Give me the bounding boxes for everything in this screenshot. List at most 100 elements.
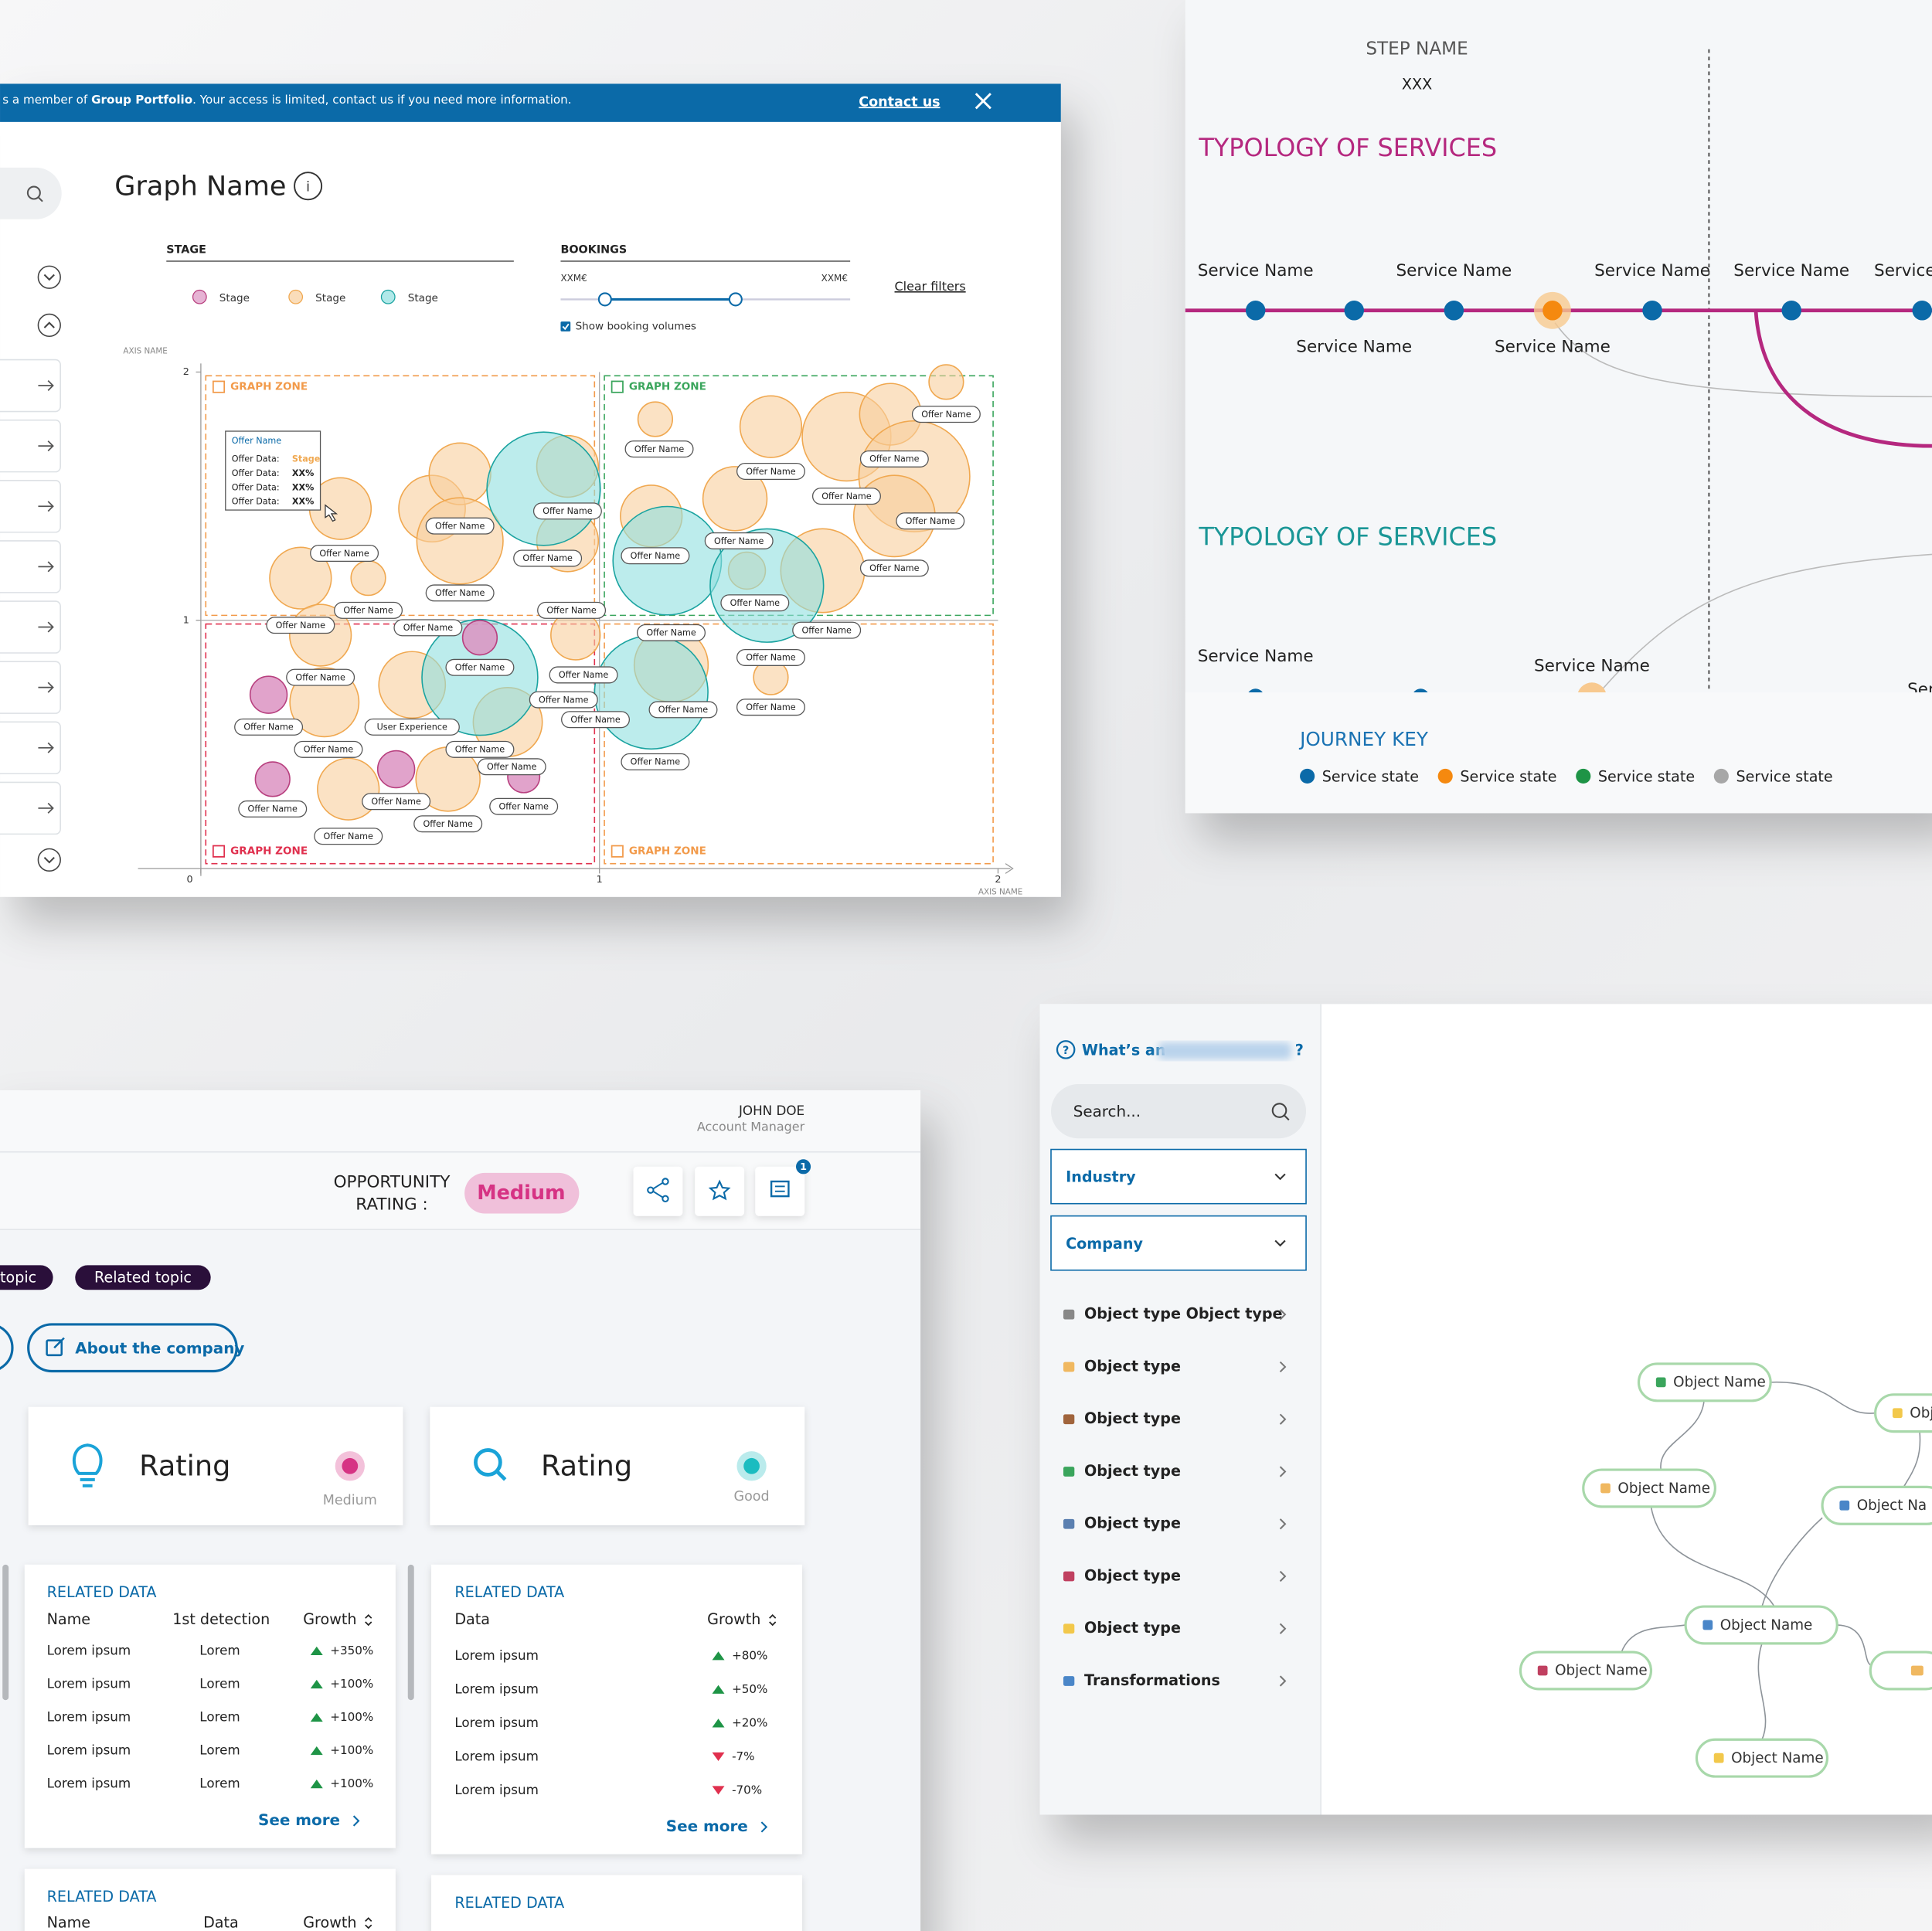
bubble[interactable] (350, 560, 386, 597)
type-label[interactable]: Object type (1084, 1409, 1181, 1427)
map-node[interactable] (1695, 1738, 1829, 1778)
action-button[interactable] (695, 1166, 745, 1216)
nav-item[interactable] (0, 540, 61, 593)
checkbox[interactable] (560, 321, 571, 331)
offer-label-pill[interactable] (648, 701, 718, 719)
nav-item[interactable] (0, 661, 61, 714)
map-node[interactable] (1869, 1651, 1932, 1691)
map-node[interactable] (1821, 1485, 1932, 1525)
see-more[interactable]: See more (258, 1811, 340, 1829)
type-label[interactable]: Object type (1084, 1619, 1181, 1637)
offer-label-pill[interactable] (532, 502, 602, 520)
offer-label-pill[interactable] (859, 559, 929, 577)
bubble[interactable] (376, 750, 416, 789)
offer-label-pill[interactable] (529, 691, 598, 709)
offer-label-pill[interactable] (561, 711, 631, 729)
offer-label-pill[interactable] (238, 800, 308, 818)
type-label[interactable]: Object type (1084, 1357, 1181, 1375)
offer-label-pill[interactable] (266, 617, 335, 634)
offer-label-pill[interactable] (621, 547, 690, 565)
stage-legend-swatch[interactable] (380, 289, 396, 304)
offer-label-pill[interactable] (425, 584, 495, 602)
service-dot[interactable] (1642, 301, 1662, 321)
close-button[interactable] (975, 93, 992, 110)
help-link[interactable]: What’s an (1082, 1041, 1166, 1059)
service-dot[interactable] (1344, 301, 1364, 321)
bubble[interactable] (421, 618, 539, 736)
clear-filters[interactable]: Clear filters (895, 279, 966, 294)
see-more[interactable]: See more (666, 1817, 748, 1835)
offer-label-pill[interactable] (334, 601, 403, 619)
offer-label-pill[interactable] (624, 440, 694, 458)
map-node[interactable] (1519, 1651, 1653, 1691)
stage-legend-swatch[interactable] (192, 289, 207, 304)
offer-label-pill[interactable] (445, 658, 515, 676)
offer-label-pill[interactable] (537, 601, 607, 619)
action-button[interactable] (633, 1166, 683, 1216)
offer-label-pill[interactable] (859, 450, 929, 467)
offer-label-pill[interactable] (310, 545, 379, 563)
service-dot[interactable] (1543, 301, 1563, 321)
topic-tag[interactable] (0, 1265, 53, 1290)
service-dot[interactable] (1444, 301, 1464, 321)
offer-label-pill[interactable] (425, 517, 495, 535)
toggle-button[interactable] (37, 265, 61, 289)
offer-label-pill[interactable] (513, 549, 583, 567)
type-label[interactable]: Transformations (1084, 1671, 1220, 1689)
offer-label-pill[interactable] (736, 463, 805, 481)
service-dot[interactable] (1912, 301, 1932, 321)
stage-legend-swatch[interactable] (288, 289, 304, 304)
offer-label-pill[interactable] (364, 718, 460, 736)
slider-handle[interactable] (728, 292, 743, 307)
bubble[interactable] (486, 431, 601, 546)
slider-handle[interactable] (597, 292, 612, 307)
offer-label-pill[interactable] (234, 718, 304, 736)
type-label[interactable]: Object type (1084, 1566, 1181, 1584)
type-label[interactable]: Object type Object type (1084, 1305, 1282, 1323)
banner-link[interactable]: Contact us (859, 94, 940, 110)
type-label[interactable]: Object type (1084, 1515, 1181, 1532)
service-dot[interactable] (1245, 301, 1266, 321)
offer-label-pill[interactable] (720, 594, 790, 612)
offer-label-pill[interactable] (477, 758, 546, 776)
service-dot[interactable] (1781, 301, 1801, 321)
nav-item[interactable] (0, 419, 61, 473)
offer-label-pill[interactable] (792, 621, 862, 639)
offer-label-pill[interactable] (621, 753, 690, 770)
offer-label-pill[interactable] (294, 740, 363, 758)
bubble[interactable] (928, 364, 964, 400)
offer-label-pill[interactable] (736, 648, 805, 666)
offer-label-pill[interactable] (362, 793, 431, 811)
bubble[interactable] (428, 442, 492, 505)
offer-label-pill[interactable] (489, 797, 559, 815)
offer-label-pill[interactable] (445, 740, 515, 758)
nav-item[interactable] (0, 781, 61, 835)
search-button[interactable] (0, 167, 62, 219)
type-label[interactable]: Object type (1084, 1462, 1181, 1480)
bubble[interactable] (594, 634, 709, 750)
topic-tag[interactable] (75, 1265, 211, 1290)
offer-label-pill[interactable] (704, 532, 774, 549)
offer-label-pill[interactable] (637, 624, 706, 641)
bubble[interactable] (269, 546, 332, 610)
toggle-button[interactable] (37, 848, 61, 872)
bubble[interactable] (249, 675, 288, 714)
toggle-button[interactable] (37, 313, 61, 338)
bubble[interactable] (637, 401, 674, 437)
offer-label-pill[interactable] (393, 619, 463, 637)
offer-label-pill[interactable] (736, 699, 805, 716)
nav-item[interactable] (0, 359, 61, 413)
nav-item[interactable] (0, 480, 61, 533)
bubble[interactable] (709, 528, 825, 643)
map-node[interactable] (1637, 1362, 1772, 1402)
bubble[interactable] (317, 757, 380, 821)
search-input[interactable] (1051, 1084, 1307, 1139)
offer-label-pill[interactable] (911, 406, 981, 423)
bubble[interactable] (461, 620, 498, 656)
offer-label-pill[interactable] (413, 815, 483, 833)
map-node[interactable] (1582, 1468, 1716, 1508)
offer-label-pill[interactable] (286, 668, 355, 686)
offer-label-pill[interactable] (314, 828, 383, 845)
bubble[interactable] (416, 497, 504, 585)
offer-label-pill[interactable] (549, 666, 618, 684)
